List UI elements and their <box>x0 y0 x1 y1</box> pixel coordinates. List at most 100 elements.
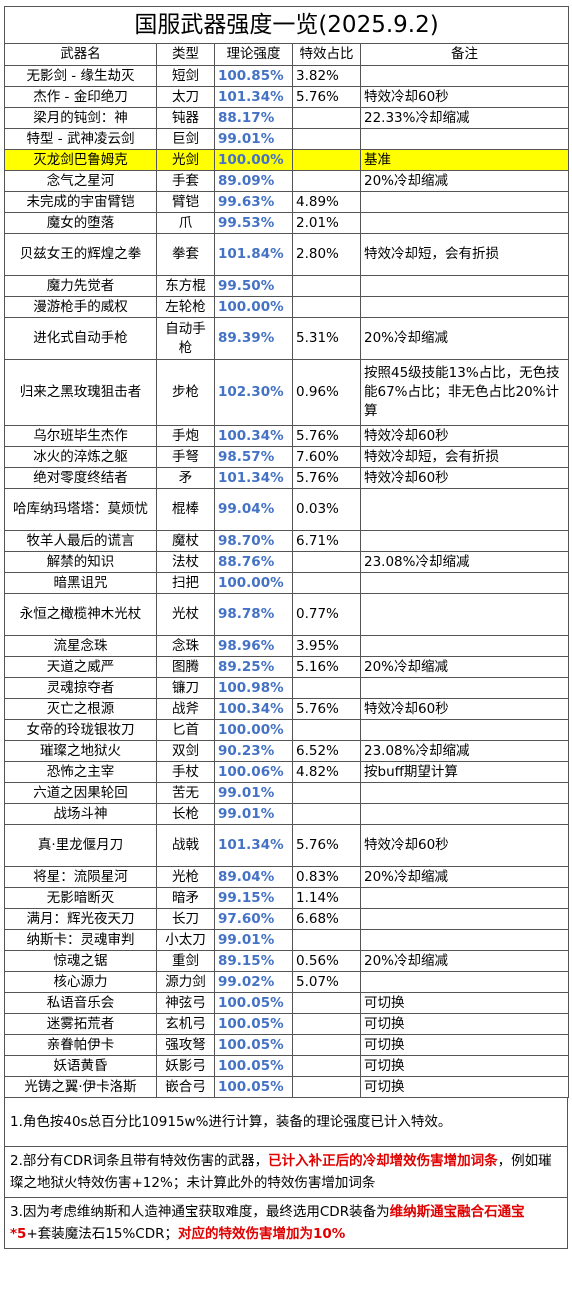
effect-share-cell: 5.16% <box>292 656 361 678</box>
weapon-name-cell: 归来之黑玫瑰狙击者 <box>4 359 157 426</box>
effect-share-cell: 3.82% <box>292 65 361 87</box>
header-effect-share: 特效占比 <box>292 43 361 66</box>
weapon-name-cell: 特型 - 武神凌云剑 <box>4 128 157 150</box>
weapon-type-cell: 嵌合弓 <box>156 1076 215 1098</box>
weapon-name-cell: 暗黑诅咒 <box>4 572 157 594</box>
table-row: 特型 - 武神凌云剑 巨剑 99.01% <box>4 128 570 150</box>
table-row: 冰火的淬炼之躯 手弩 98.57% 7.60% 特效冷却短，会有折损 <box>4 446 570 468</box>
table-row: 乌尔班毕生杰作 手炮 100.34% 5.76% 特效冷却60秒 <box>4 425 570 447</box>
note-cell: 特效冷却60秒 <box>359 824 570 867</box>
note-cell: 可切换 <box>359 1034 570 1056</box>
weapon-name-cell: 核心源力 <box>4 971 157 993</box>
weapon-name-cell: 灭亡之根源 <box>4 698 157 720</box>
weapon-type-cell: 短剑 <box>156 65 215 87</box>
theory-strength-cell: 98.57% <box>214 446 293 468</box>
effect-share-cell <box>292 782 361 804</box>
weapon-type-cell: 妖影弓 <box>156 1055 215 1077</box>
theory-strength-cell: 89.04% <box>214 866 293 888</box>
weapon-name-cell: 满月：辉光夜天刀 <box>4 908 157 930</box>
footnote-1-text: 1.角色按40s总百分比10915w%进行计算，装备的理论强度已计入特效。 <box>10 1114 452 1130</box>
effect-share-cell <box>292 719 361 741</box>
weapon-name-cell: 妖语黄昏 <box>4 1055 157 1077</box>
effect-share-cell: 4.89% <box>292 191 361 213</box>
table-row: 解禁的知识 法杖 88.76% 23.08%冷却缩减 <box>4 551 570 573</box>
table-header-row: 武器名 类型 理论强度 特效占比 备注 <box>4 43 570 66</box>
table-row: 灭亡之根源 战斧 100.34% 5.76% 特效冷却60秒 <box>4 698 570 720</box>
note-cell: 22.33%冷却缩减 <box>359 107 570 129</box>
effect-share-cell <box>292 1013 361 1035</box>
effect-share-cell: 0.77% <box>292 593 361 636</box>
theory-strength-cell: 99.01% <box>214 782 293 804</box>
theory-strength-cell: 89.25% <box>214 656 293 678</box>
note-cell: 基准 <box>359 149 570 171</box>
weapon-name-cell: 未完成的宇宙臂铠 <box>4 191 157 213</box>
theory-strength-cell: 100.00% <box>214 296 293 318</box>
weapon-name-cell: 女帝的玲珑银妆刀 <box>4 719 157 741</box>
table-row: 六道之因果轮回 苦无 99.01% <box>4 782 570 804</box>
table-row: 女帝的玲珑银妆刀 匕首 100.00% <box>4 719 570 741</box>
weapon-type-cell: 钝器 <box>156 107 215 129</box>
theory-strength-cell: 98.96% <box>214 635 293 657</box>
table-row: 念气之星河 手套 89.09% 20%冷却缩减 <box>4 170 570 192</box>
note-cell: 20%冷却缩减 <box>359 317 570 360</box>
weapon-name-cell: 璀璨之地狱火 <box>4 740 157 762</box>
theory-strength-cell: 99.01% <box>214 929 293 951</box>
weapon-type-cell: 强攻弩 <box>156 1034 215 1056</box>
effect-share-cell: 6.71% <box>292 530 361 552</box>
effect-share-cell: 2.01% <box>292 212 361 234</box>
table-row: 灭龙剑巴鲁姆克 光剑 100.00% 基准 <box>4 149 570 171</box>
footnote-2: 2.部分有CDR词条且带有特效伤害的武器，已计入补正后的冷却增效伤害增加词条，例… <box>4 1147 568 1198</box>
effect-share-cell <box>292 1034 361 1056</box>
table-row: 迷雾拓荒者 玄机弓 100.05% 可切换 <box>4 1013 570 1035</box>
weapon-type-cell: 自动手枪 <box>156 317 215 360</box>
theory-strength-cell: 100.05% <box>214 1055 293 1077</box>
weapon-name-cell: 漫游枪手的威权 <box>4 296 157 318</box>
weapon-type-cell: 双剑 <box>156 740 215 762</box>
theory-strength-cell: 100.00% <box>214 149 293 171</box>
theory-strength-cell: 101.34% <box>214 824 293 867</box>
weapon-name-cell: 迷雾拓荒者 <box>4 1013 157 1035</box>
page-title: 国服武器强度一览(2025.9.2) <box>3 6 570 44</box>
theory-strength-cell: 99.02% <box>214 971 293 993</box>
note-cell <box>359 887 570 909</box>
note-cell <box>359 212 570 234</box>
note-cell <box>359 677 570 699</box>
effect-share-cell: 5.76% <box>292 698 361 720</box>
note-cell: 可切换 <box>359 1055 570 1077</box>
note-cell <box>359 929 570 951</box>
note-cell <box>359 719 570 741</box>
theory-strength-cell: 100.05% <box>214 1013 293 1035</box>
weapon-name-cell: 亲眷帕伊卡 <box>4 1034 157 1056</box>
note-cell <box>359 296 570 318</box>
weapon-name-cell: 贝兹女王的辉煌之拳 <box>4 233 157 276</box>
weapon-name-cell: 哈库纳玛塔塔：莫烦忧 <box>4 488 157 531</box>
theory-strength-cell: 102.30% <box>214 359 293 426</box>
effect-share-cell: 3.95% <box>292 635 361 657</box>
weapon-name-cell: 私语音乐会 <box>4 992 157 1014</box>
note-cell: 可切换 <box>359 992 570 1014</box>
note-cell: 特效冷却60秒 <box>359 425 570 447</box>
table-row: 梁月的钝剑：神 钝器 88.17% 22.33%冷却缩减 <box>4 107 570 129</box>
weapon-type-cell: 手杖 <box>156 761 215 783</box>
effect-share-cell: 0.83% <box>292 866 361 888</box>
table-row: 漫游枪手的威权 左轮枪 100.00% <box>4 296 570 318</box>
weapon-type-cell: 镰刀 <box>156 677 215 699</box>
effect-share-cell <box>292 992 361 1014</box>
table-row: 杰作 - 金印绝刀 太刀 101.34% 5.76% 特效冷却60秒 <box>4 86 570 108</box>
effect-share-cell <box>292 551 361 573</box>
theory-strength-cell: 97.60% <box>214 908 293 930</box>
footnote-2-text-red: 已计入补正后的冷却增效伤害增加词条 <box>268 1153 498 1169</box>
theory-strength-cell: 100.05% <box>214 1034 293 1056</box>
theory-strength-cell: 99.53% <box>214 212 293 234</box>
effect-share-cell <box>292 803 361 825</box>
footnote-2-text-a: 2.部分有CDR词条且带有特效伤害的武器， <box>10 1153 269 1169</box>
theory-strength-cell: 100.05% <box>214 992 293 1014</box>
effect-share-cell <box>292 572 361 594</box>
weapon-type-cell: 图腾 <box>156 656 215 678</box>
theory-strength-cell: 100.34% <box>214 425 293 447</box>
theory-strength-cell: 100.00% <box>214 719 293 741</box>
weapon-name-cell: 永恒之橄榄神木光杖 <box>4 593 157 636</box>
weapon-name-cell: 绝对零度终结者 <box>4 467 157 489</box>
note-cell <box>359 635 570 657</box>
theory-strength-cell: 99.04% <box>214 488 293 531</box>
